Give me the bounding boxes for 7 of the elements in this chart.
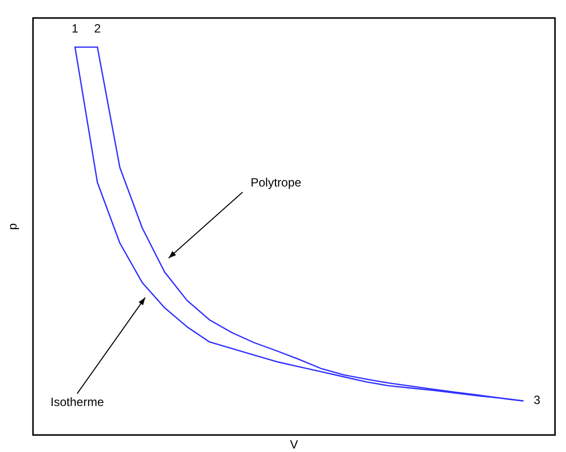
x-axis-title: V [290,437,298,452]
annotation: Polytrope [250,175,302,190]
text: 2 [94,21,102,36]
text: 1 [72,21,79,36]
annotation: 3 [534,393,541,408]
annotation: Isotherme [50,394,104,409]
y-axis-title: p [5,222,20,230]
